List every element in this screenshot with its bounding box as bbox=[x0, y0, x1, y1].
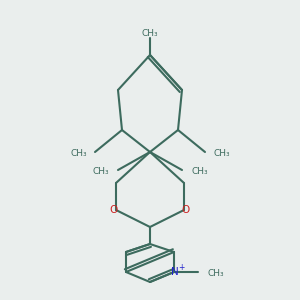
Text: O: O bbox=[182, 205, 190, 215]
Text: CH₃: CH₃ bbox=[213, 149, 230, 158]
Text: +: + bbox=[178, 263, 184, 272]
Text: CH₃: CH₃ bbox=[70, 149, 87, 158]
Text: CH₃: CH₃ bbox=[207, 268, 224, 278]
Text: CH₃: CH₃ bbox=[191, 167, 208, 176]
Text: N: N bbox=[171, 267, 179, 277]
Text: O: O bbox=[110, 205, 118, 215]
Text: CH₃: CH₃ bbox=[92, 167, 109, 176]
Text: CH₃: CH₃ bbox=[142, 29, 158, 38]
